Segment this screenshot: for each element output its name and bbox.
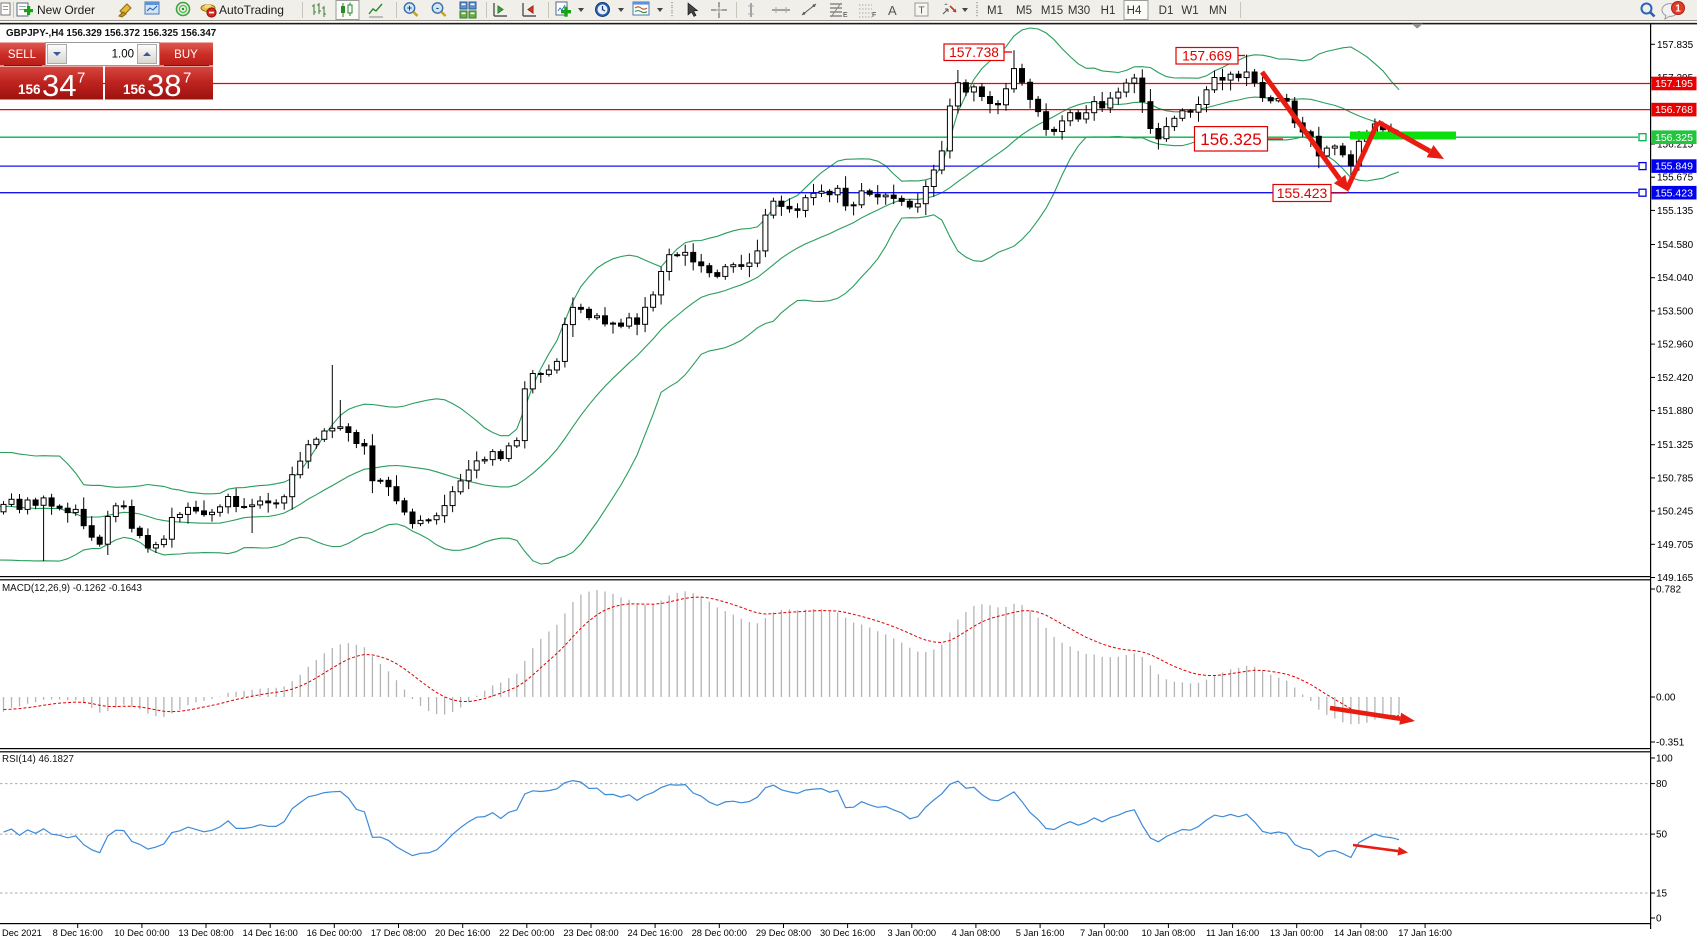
svg-text:155.675: 155.675 [1657, 173, 1694, 184]
svg-text:BUY: BUY [174, 49, 198, 61]
svg-text:15: 15 [1656, 889, 1668, 900]
svg-text:13 Jan 00:00: 13 Jan 00:00 [1270, 928, 1324, 938]
svg-text:M15: M15 [1041, 5, 1063, 17]
svg-text:1: 1 [1675, 4, 1681, 15]
svg-text:157.195: 157.195 [1655, 78, 1693, 90]
svg-text:-: - [436, 3, 439, 13]
svg-text:28 Dec 00:00: 28 Dec 00:00 [692, 928, 747, 938]
svg-text:149.705: 149.705 [1657, 540, 1694, 551]
svg-text:10 Dec 00:00: 10 Dec 00:00 [114, 928, 169, 938]
svg-text:152.960: 152.960 [1657, 340, 1694, 351]
svg-text:149.165: 149.165 [1657, 573, 1694, 584]
svg-text:13 Dec 08:00: 13 Dec 08:00 [178, 928, 233, 938]
svg-text:157.738: 157.738 [949, 45, 999, 60]
svg-text:7 Jan 00:00: 7 Jan 00:00 [1080, 928, 1129, 938]
svg-text:157.669: 157.669 [1182, 49, 1232, 64]
svg-text:157.835: 157.835 [1657, 40, 1694, 51]
svg-text:151.325: 151.325 [1657, 440, 1694, 451]
svg-text:M5: M5 [1016, 5, 1032, 17]
svg-text:155.135: 155.135 [1657, 206, 1694, 217]
svg-text:34: 34 [42, 68, 76, 103]
svg-text:F: F [872, 12, 876, 19]
svg-text:14 Dec 16:00: 14 Dec 16:00 [243, 928, 298, 938]
svg-text:17 Dec 08:00: 17 Dec 08:00 [371, 928, 426, 938]
svg-text:E: E [843, 12, 848, 19]
svg-text:M30: M30 [1068, 5, 1090, 17]
svg-text:4 Jan 08:00: 4 Jan 08:00 [952, 928, 1001, 938]
svg-text:156.215: 156.215 [1657, 140, 1694, 151]
svg-text:GBPJPY-,H4 156.329 156.372 15: GBPJPY-,H4 156.329 156.372 156.325 156.3… [6, 28, 217, 39]
svg-text:22 Dec 00:00: 22 Dec 00:00 [499, 928, 554, 938]
svg-text:156.768: 156.768 [1655, 104, 1693, 116]
svg-text:A: A [888, 3, 897, 18]
svg-text:24 Dec 16:00: 24 Dec 16:00 [627, 928, 682, 938]
svg-text:D1: D1 [1159, 5, 1174, 17]
svg-text:156.325: 156.325 [1200, 130, 1261, 149]
svg-text:156: 156 [18, 82, 41, 97]
svg-text:SELL: SELL [8, 49, 37, 61]
svg-text:H1: H1 [1101, 5, 1116, 17]
svg-text:154.040: 154.040 [1657, 273, 1694, 284]
svg-text:MN: MN [1209, 5, 1227, 17]
svg-text:W1: W1 [1181, 5, 1198, 17]
svg-text:29 Dec 08:00: 29 Dec 08:00 [756, 928, 811, 938]
svg-text:RSI(14) 46.1827: RSI(14) 46.1827 [2, 754, 74, 765]
svg-text:38: 38 [147, 68, 181, 103]
svg-text:AutoTrading: AutoTrading [219, 3, 284, 17]
svg-text:151.880: 151.880 [1657, 406, 1694, 417]
svg-text:154.580: 154.580 [1657, 240, 1694, 251]
svg-text:1.00: 1.00 [112, 49, 134, 61]
svg-text:7: 7 [183, 70, 191, 87]
svg-text:156.325: 156.325 [1655, 132, 1693, 144]
svg-text:153.500: 153.500 [1657, 306, 1694, 317]
svg-text:155.423: 155.423 [1277, 185, 1328, 201]
svg-text:7: 7 [77, 70, 85, 87]
svg-text:23 Dec 08:00: 23 Dec 08:00 [563, 928, 618, 938]
svg-text:150.785: 150.785 [1657, 473, 1694, 484]
svg-text:3 Jan 00:00: 3 Jan 00:00 [888, 928, 937, 938]
svg-text:80: 80 [1656, 779, 1668, 790]
svg-text:10 Jan 08:00: 10 Jan 08:00 [1142, 928, 1196, 938]
svg-text:50: 50 [1656, 830, 1668, 841]
svg-text:152.420: 152.420 [1657, 373, 1694, 384]
svg-text:16 Dec 00:00: 16 Dec 00:00 [307, 928, 362, 938]
svg-text:156: 156 [123, 82, 146, 97]
svg-text:17 Jan 16:00: 17 Jan 16:00 [1398, 928, 1452, 938]
svg-text:T: T [919, 6, 925, 17]
svg-text:150.245: 150.245 [1657, 507, 1694, 518]
svg-text:30 Dec 16:00: 30 Dec 16:00 [820, 928, 875, 938]
svg-text:0.00: 0.00 [1656, 693, 1676, 704]
svg-text:5 Jan 16:00: 5 Jan 16:00 [1016, 928, 1065, 938]
svg-text:20 Dec 16:00: 20 Dec 16:00 [435, 928, 490, 938]
svg-text:-0.351: -0.351 [1656, 738, 1685, 749]
svg-text:14 Jan 08:00: 14 Jan 08:00 [1334, 928, 1388, 938]
svg-text:155.849: 155.849 [1655, 161, 1693, 173]
svg-text:Dec 2021: Dec 2021 [2, 928, 42, 938]
svg-text:155.423: 155.423 [1655, 187, 1693, 199]
svg-text:0.782: 0.782 [1656, 585, 1681, 596]
svg-text:M1: M1 [987, 5, 1003, 17]
svg-text:11 Jan 16:00: 11 Jan 16:00 [1206, 928, 1259, 938]
svg-text:New Order: New Order [37, 3, 95, 17]
svg-text:MACD(12,26,9) -0.1262 -0.1643: MACD(12,26,9) -0.1262 -0.1643 [2, 583, 143, 594]
svg-text:0: 0 [1656, 914, 1662, 925]
svg-text:H4: H4 [1127, 5, 1142, 17]
svg-text:100: 100 [1656, 754, 1673, 765]
svg-text:+: + [407, 3, 412, 13]
svg-text:8 Dec 16:00: 8 Dec 16:00 [53, 928, 103, 938]
